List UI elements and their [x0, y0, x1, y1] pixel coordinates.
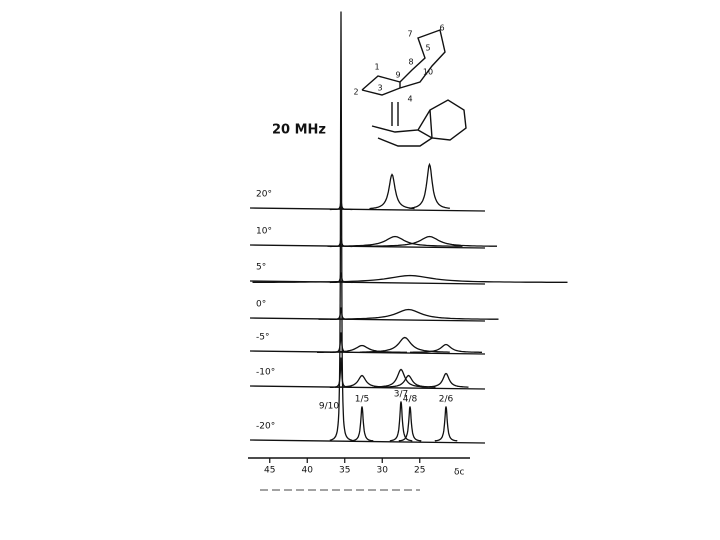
chart-title: 20 MHz	[272, 123, 326, 138]
atom-label: 2	[353, 88, 358, 97]
peak	[410, 343, 482, 353]
baseline	[249, 207, 486, 212]
atom-label: 1	[374, 63, 379, 72]
x-tick-label: 35	[339, 466, 350, 476]
x-tick-label: 30	[377, 466, 389, 476]
peak	[327, 235, 463, 247]
series-label: 10°	[256, 227, 272, 237]
baseline	[249, 439, 486, 444]
atom-label: 4	[407, 95, 412, 104]
peak	[329, 307, 353, 321]
peak-label: 1/5	[355, 395, 369, 405]
peak	[389, 401, 413, 442]
x-axis-label: δc	[454, 468, 465, 478]
decalin-chair-2	[371, 99, 467, 141]
series-label: 5°	[256, 263, 266, 273]
peak	[374, 368, 428, 388]
bond	[377, 109, 433, 147]
series-label: -5°	[256, 333, 269, 343]
x-tick-label: 45	[264, 466, 275, 476]
baseline	[249, 317, 486, 322]
atom-label: 3	[377, 84, 382, 93]
peak	[252, 274, 568, 283]
peak	[359, 336, 450, 353]
peak-label: 3/7	[394, 390, 408, 400]
peak	[350, 406, 374, 442]
peak	[329, 332, 353, 354]
atom-label: 7	[407, 30, 412, 39]
atom-label: 9	[395, 71, 400, 80]
atom-label: 6	[439, 24, 444, 33]
atom-label: 5	[425, 44, 430, 53]
x-tick-label: 25	[414, 466, 425, 476]
peak	[329, 357, 353, 389]
series-label: -20°	[256, 422, 275, 432]
peak	[434, 406, 458, 442]
peak	[362, 235, 497, 247]
series-label: -10°	[256, 368, 275, 378]
peak	[369, 173, 415, 210]
peak	[317, 344, 407, 353]
peak-label: 2/6	[439, 395, 454, 405]
peak	[398, 406, 422, 442]
atom-label: 10	[423, 68, 433, 77]
molecule	[361, 29, 467, 147]
peak	[329, 11, 353, 441]
baseline	[249, 280, 486, 285]
baseline	[249, 385, 486, 390]
peak-label: 4/8	[403, 395, 418, 405]
series-label: 20°	[256, 190, 272, 200]
peak	[318, 308, 499, 320]
atom-label: 8	[408, 58, 413, 67]
peak-label: 9/10	[319, 402, 339, 412]
series-label: 0°	[256, 300, 266, 310]
x-tick-label: 40	[302, 466, 314, 476]
peak	[409, 162, 450, 209]
peak	[423, 372, 469, 388]
